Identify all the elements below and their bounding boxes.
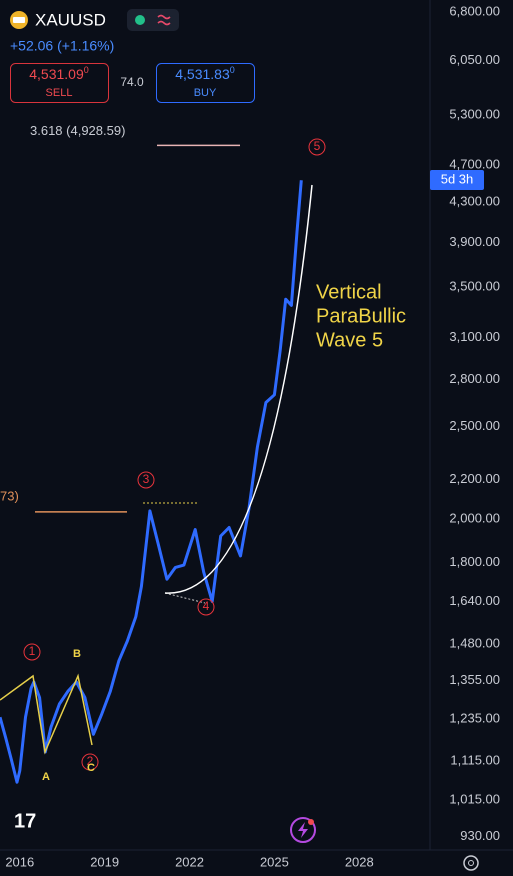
x-tick-label: 2028	[345, 854, 374, 869]
annotation-line: Wave 5	[316, 329, 383, 351]
annotation: Vertical ParaBullic Wave 5	[316, 281, 406, 351]
sell-button[interactable]	[10, 63, 109, 103]
y-tick-label: 6,800.00	[449, 3, 500, 18]
buy-price[interactable]: 4,531.83	[175, 66, 230, 82]
y-tick-label: 1,235.00	[449, 710, 500, 725]
y-tick-label: 2,200.00	[449, 471, 500, 486]
y-tick-label: 930.00	[460, 828, 500, 843]
wave-label: C	[87, 762, 95, 774]
annotation-line: Vertical	[316, 281, 382, 303]
delay-icon	[157, 14, 171, 26]
tv-logo[interactable]: 17	[14, 810, 36, 832]
parabolic-curve	[164, 184, 313, 594]
y-tick-label: 1,640.00	[449, 593, 500, 608]
y-tick-label: 2,500.00	[449, 418, 500, 433]
sell-price-sup[interactable]: 0	[84, 65, 89, 75]
status-toggle[interactable]	[127, 9, 179, 31]
settings-icon	[468, 860, 474, 866]
dotted-line	[164, 592, 206, 604]
lightning-icon[interactable]	[290, 817, 316, 843]
wave-label: A	[42, 771, 50, 783]
wave-circle	[197, 598, 215, 616]
x-tick-label: 2022	[175, 854, 204, 869]
y-tick-label: 3,500.00	[449, 279, 500, 294]
level-label: 3.618 (4,928.59)	[30, 123, 125, 138]
price-change: +52.06 (+1.16%)	[10, 38, 114, 54]
annotation-line: ParaBullic	[316, 305, 406, 327]
wave-label: 1	[29, 644, 36, 658]
symbol[interactable]: XAUUSD	[35, 10, 106, 29]
y-tick-label: 3,900.00	[449, 234, 500, 249]
buy-label[interactable]: BUY	[194, 87, 217, 99]
y-tick-label: 6,050.00	[449, 52, 500, 67]
y-tick-label: 1,015.00	[449, 792, 500, 807]
lightning-icon	[298, 822, 308, 838]
market-status	[135, 15, 145, 25]
y-tick-label: 1,480.00	[449, 635, 500, 650]
y-tick-label: 1,800.00	[449, 554, 500, 569]
sell-label[interactable]: SELL	[46, 87, 73, 99]
sell-price[interactable]: 4,531.090	[29, 65, 89, 81]
countdown: 5d 3h	[441, 171, 474, 186]
countdown-tag	[430, 170, 484, 190]
notification-dot	[308, 819, 314, 825]
x-tick-label: 2019	[90, 854, 119, 869]
wave-label: 3	[143, 472, 150, 486]
sell-price[interactable]: 4,531.09	[29, 66, 84, 82]
y-tick-label: 1,355.00	[449, 672, 500, 687]
wave-label: 2	[87, 754, 94, 768]
symbol-icon	[13, 17, 25, 23]
y-tick-label: 2,000.00	[449, 511, 500, 526]
wave-circle	[308, 138, 326, 156]
wave-label: 5	[314, 139, 321, 153]
y-tick-label: 1,115.00	[450, 753, 500, 768]
x-tick-label: 2016	[5, 854, 34, 869]
spread: 74.0	[120, 75, 144, 89]
wave-circle	[137, 471, 155, 489]
y-tick-label: 5,300.00	[449, 107, 500, 122]
wave-label: 4	[203, 599, 210, 613]
y-tick-label: 4,700.00	[449, 157, 500, 172]
wave-label: B	[73, 648, 81, 660]
settings-icon[interactable]	[463, 855, 479, 871]
level-label: 73)	[0, 488, 19, 503]
y-tick-label: 4,300.00	[449, 193, 500, 208]
y-tick-label: 2,800.00	[449, 371, 500, 386]
wave-labels: 1 2 3 4 5 A B C	[23, 138, 326, 783]
buy-price-sup[interactable]: 0	[230, 65, 235, 75]
buy-price[interactable]: 4,531.830	[175, 65, 235, 81]
buy-button[interactable]	[156, 63, 255, 103]
y-tick-label: 3,100.00	[449, 329, 500, 344]
x-tick-label: 2025	[260, 854, 289, 869]
abc-lines	[0, 673, 93, 755]
wave-circle	[23, 643, 41, 661]
wave-circle	[81, 753, 99, 771]
